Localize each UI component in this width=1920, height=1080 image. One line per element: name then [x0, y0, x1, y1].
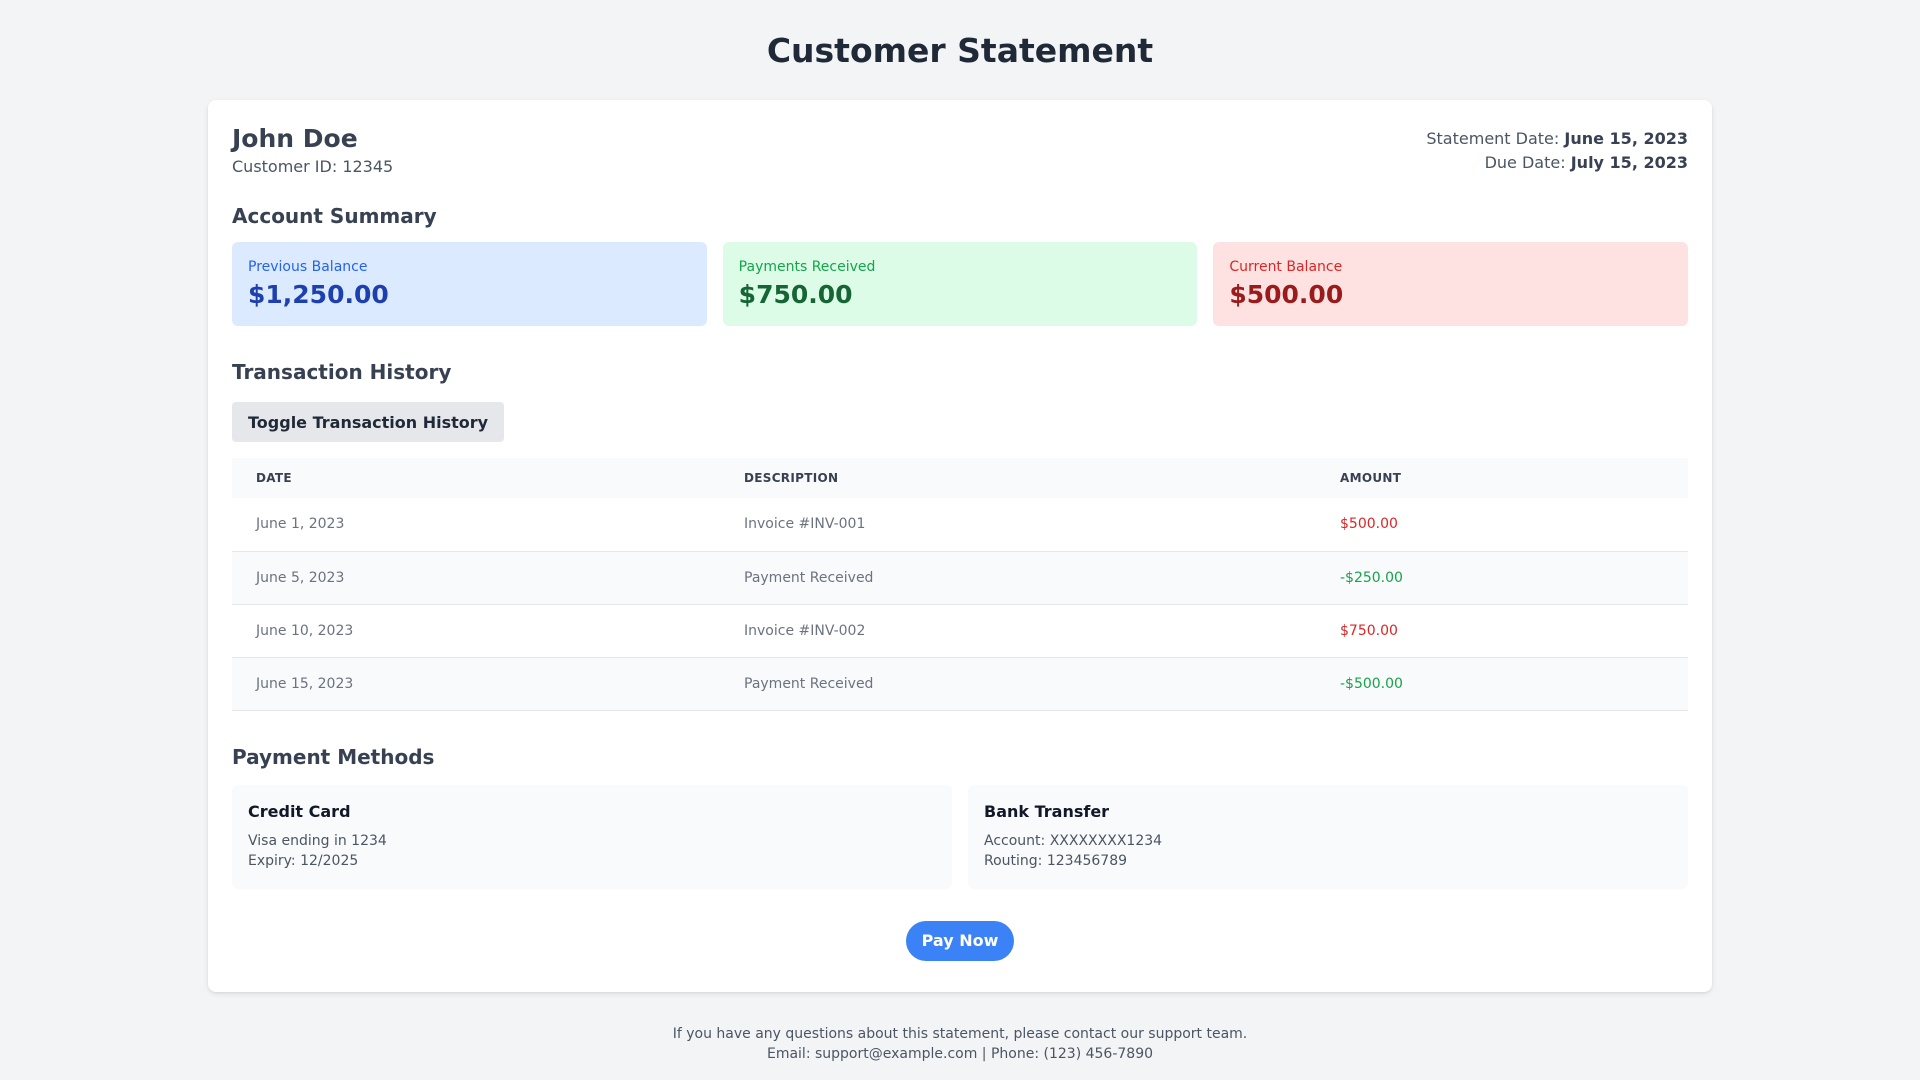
previous-balance-label: Previous Balance	[248, 259, 368, 275]
payments-received-value: $750.00	[738, 280, 853, 309]
bank-transfer-method: Bank Transfer Account: XXXXXXXX1234 Rout…	[968, 784, 1688, 889]
table-row: June 15, 2023 Payment Received -$500.00	[232, 657, 1688, 711]
due-date-value: July 15, 2023	[1570, 153, 1688, 172]
customer-name: John Doe	[232, 124, 358, 153]
statement-card: John Doe Customer ID: 12345 Statement Da…	[208, 100, 1712, 992]
customer-info: John Doe Customer ID: 12345	[232, 124, 393, 178]
transaction-description: Payment Received	[720, 657, 1316, 711]
customer-id: Customer ID: 12345	[232, 157, 394, 176]
due-date: Due Date: July 15, 2023	[1426, 151, 1688, 175]
transaction-date: June 15, 2023	[232, 657, 720, 711]
transaction-amount: -$500.00	[1316, 657, 1688, 711]
column-header-description: DESCRIPTION	[720, 458, 1316, 498]
table-row: June 10, 2023 Invoice #INV-002 $750.00	[232, 604, 1688, 658]
statement-header: John Doe Customer ID: 12345 Statement Da…	[232, 124, 1688, 178]
method-name: Bank Transfer	[984, 801, 1110, 821]
method-name: Credit Card	[248, 801, 351, 821]
due-date-label: Due Date:	[1484, 153, 1566, 172]
transaction-amount: $500.00	[1316, 498, 1688, 552]
transaction-description: Payment Received	[720, 551, 1316, 605]
transaction-date: June 1, 2023	[232, 498, 720, 552]
toggle-transaction-history-button[interactable]: Toggle Transaction History	[232, 402, 505, 442]
current-balance-card: Current Balance $500.00	[1213, 242, 1689, 326]
transaction-history-title: Transaction History	[232, 360, 452, 384]
statement-dates: Statement Date: June 15, 2023 Due Date: …	[1426, 124, 1688, 175]
previous-balance-value: $1,250.00	[248, 280, 389, 309]
previous-balance-card: Previous Balance $1,250.00	[232, 242, 707, 326]
page-title: Customer Statement	[766, 31, 1154, 70]
table-row: June 5, 2023 Payment Received -$250.00	[232, 551, 1688, 605]
transaction-description: Invoice #INV-001	[720, 498, 1316, 552]
payments-received-card: Payments Received $750.00	[722, 242, 1198, 326]
pay-now-container: Pay Now	[232, 920, 1688, 961]
payments-received-label: Payments Received	[738, 259, 876, 275]
method-detail: Visa ending in 1234	[248, 832, 387, 849]
transaction-table: DATE DESCRIPTION AMOUNT June 1, 2023 Inv…	[232, 458, 1688, 711]
column-header-amount: AMOUNT	[1316, 458, 1688, 498]
current-balance-value: $500.00	[1229, 280, 1344, 309]
account-summary-title: Account Summary	[232, 204, 437, 228]
transaction-amount: $750.00	[1316, 604, 1688, 658]
footer-support-text: If you have any questions about this sta…	[672, 1026, 1248, 1042]
transaction-amount: -$250.00	[1316, 551, 1688, 605]
table-header-row: DATE DESCRIPTION AMOUNT	[232, 458, 1688, 498]
method-detail: Routing: 123456789	[984, 852, 1128, 869]
transaction-date: June 10, 2023	[232, 604, 720, 658]
statement-date-value: June 15, 2023	[1564, 129, 1688, 148]
payment-methods-title: Payment Methods	[232, 744, 435, 769]
footer: If you have any questions about this sta…	[0, 1024, 1920, 1064]
payment-methods: Credit Card Visa ending in 1234 Expiry: …	[232, 784, 1688, 889]
method-detail: Expiry: 12/2025	[248, 852, 359, 869]
credit-card-method: Credit Card Visa ending in 1234 Expiry: …	[232, 784, 952, 889]
transaction-date: June 5, 2023	[232, 551, 720, 605]
transaction-description: Invoice #INV-002	[720, 604, 1316, 658]
column-header-date: DATE	[232, 458, 720, 498]
pay-now-button[interactable]: Pay Now	[905, 920, 1015, 961]
statement-date-label: Statement Date:	[1426, 129, 1560, 148]
current-balance-label: Current Balance	[1229, 259, 1343, 275]
table-row: June 1, 2023 Invoice #INV-001 $500.00	[232, 498, 1688, 552]
account-summary: Previous Balance $1,250.00 Payments Rece…	[232, 242, 1689, 326]
footer-contact-text: Email: support@example.com | Phone: (123…	[766, 1046, 1154, 1062]
method-detail: Account: XXXXXXXX1234	[984, 832, 1163, 849]
statement-date: Statement Date: June 15, 2023	[1426, 127, 1688, 151]
